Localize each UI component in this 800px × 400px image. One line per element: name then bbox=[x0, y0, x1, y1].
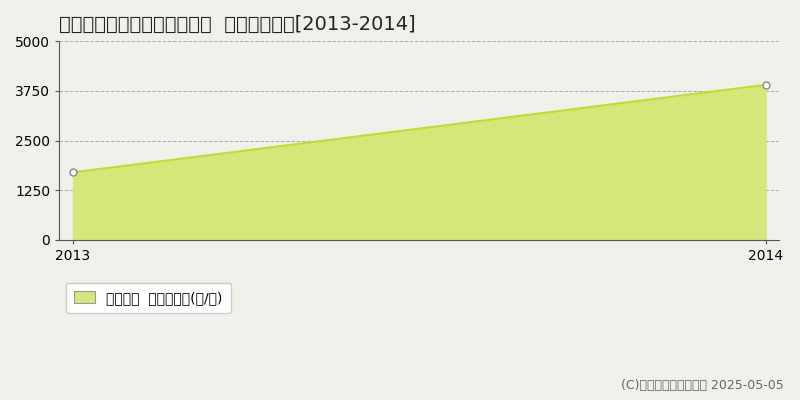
Text: 多可郡多可町八千代区下野間  農地価格推移[2013-2014]: 多可郡多可町八千代区下野間 農地価格推移[2013-2014] bbox=[59, 15, 416, 34]
Text: (C)土地価格ドットコム 2025-05-05: (C)土地価格ドットコム 2025-05-05 bbox=[622, 379, 784, 392]
Legend: 農地価格  平均坪単価(円/坪): 農地価格 平均坪単価(円/坪) bbox=[66, 283, 231, 313]
